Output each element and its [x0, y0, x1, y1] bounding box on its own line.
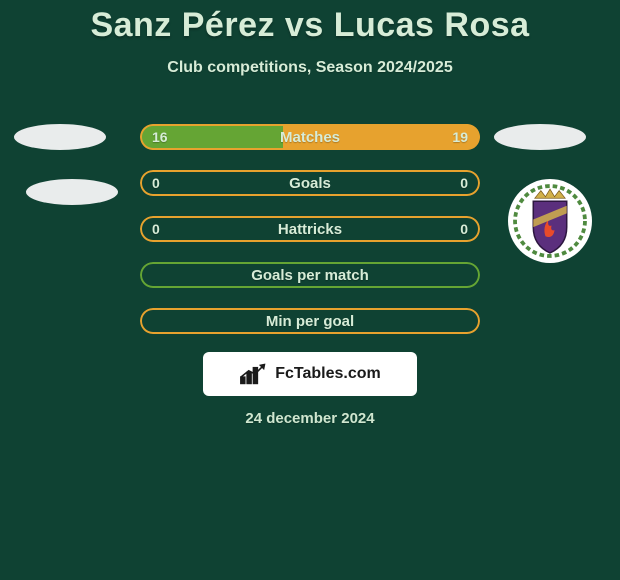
stat-row-matches: Matches1619: [140, 124, 480, 150]
stat-row-hattricks: Hattricks0 0: [140, 216, 480, 242]
comparison-bars: Matches1619Goals00Hattricks00Goals per m…: [140, 124, 480, 354]
stat-value-left: 0: [152, 170, 160, 196]
bar-border: [140, 170, 480, 196]
player2-club-badge: [508, 179, 592, 263]
stat-value-left: 0: [152, 216, 160, 242]
stat-label: Hattricks: [140, 216, 480, 242]
player2-logo-placeholder: [494, 124, 586, 150]
branding-label: FcTables.com: [275, 365, 381, 383]
page-title: Sanz Pérez vs Lucas Rosa: [0, 0, 620, 45]
player1-logo-placeholder: [14, 124, 106, 150]
date-label: 24 december 2024: [0, 410, 620, 427]
player1-club-placeholder: [26, 179, 118, 205]
bar-border: [140, 262, 480, 288]
club-shield-icon: [512, 183, 588, 259]
stat-value-right: 0: [460, 216, 468, 242]
stat-label: Min per goal: [140, 308, 480, 334]
chart-icon: [239, 363, 271, 385]
stat-value-right: 19: [452, 124, 468, 150]
branding-badge: FcTables.com: [203, 352, 417, 396]
stat-value-left: 16: [152, 124, 168, 150]
stat-row-min_per_goal: Min per goal: [140, 308, 480, 334]
stat-label: Goals: [140, 170, 480, 196]
bar-border: [140, 216, 480, 242]
stat-row-goals: Goals0 0: [140, 170, 480, 196]
stat-label: Goals per match: [140, 262, 480, 288]
stat-row-goals_per_match: Goals per match: [140, 262, 480, 288]
stat-value-right: 0: [460, 170, 468, 196]
bar-fill-right: [283, 124, 480, 150]
bar-border: [140, 308, 480, 334]
page-subtitle: Club competitions, Season 2024/2025: [0, 59, 620, 77]
